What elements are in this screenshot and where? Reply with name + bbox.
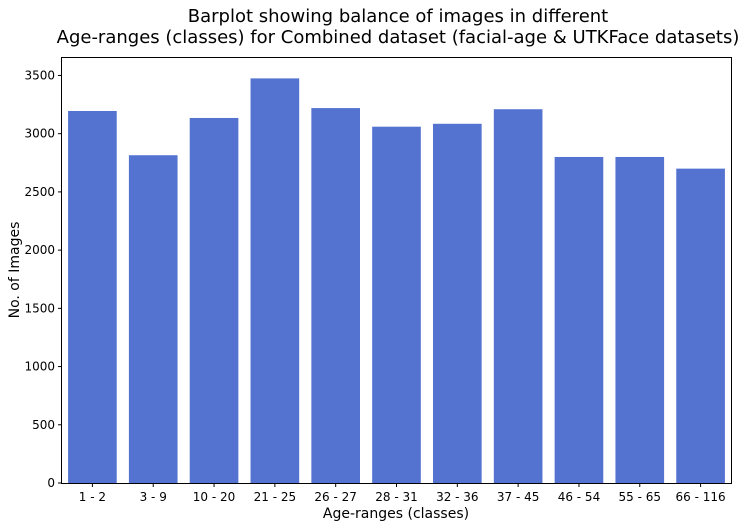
x-tick-label: 66 - 116 bbox=[676, 490, 726, 504]
y-tick-label: 2500 bbox=[24, 185, 55, 199]
bars bbox=[68, 78, 725, 484]
x-axis-ticks: 1 - 2 3 - 9 10 - 20 21 - 25 26 - 27 28 - 31 32… bbox=[79, 483, 726, 504]
y-tick-label: 2000 bbox=[24, 243, 55, 257]
bar-3 bbox=[250, 78, 300, 483]
y-tick-label: 3000 bbox=[24, 127, 55, 141]
bar-5 bbox=[372, 126, 421, 483]
x-tick-label: 55 - 65 bbox=[619, 490, 662, 504]
x-tick-label: 46 - 54 bbox=[558, 490, 601, 504]
chart-title-line-2: Age-ranges (classes) for Combined datase… bbox=[57, 27, 740, 48]
x-tick-label: 10 - 20 bbox=[193, 490, 236, 504]
bar-8 bbox=[554, 156, 604, 483]
y-tick-label: 1500 bbox=[24, 301, 55, 315]
y-axis-label: No. of Images bbox=[7, 222, 23, 319]
bar-1 bbox=[128, 155, 178, 484]
bar-6 bbox=[432, 123, 482, 483]
y-tick-label: 0 bbox=[47, 476, 55, 490]
x-tick-label: 1 - 2 bbox=[79, 490, 106, 504]
plot-frame bbox=[61, 57, 732, 484]
x-tick-label: 28 - 31 bbox=[375, 490, 418, 504]
bar-10 bbox=[676, 168, 725, 483]
x-tick-label: 21 - 25 bbox=[254, 490, 297, 504]
bar-4 bbox=[311, 108, 360, 483]
x-tick-label: 26 - 27 bbox=[314, 490, 357, 504]
bar-9 bbox=[615, 156, 665, 483]
chart-title-line-1: Barplot showing balance of images in dif… bbox=[188, 6, 608, 27]
bar-2 bbox=[189, 117, 239, 483]
y-axis-ticks: 0 500 1000 1500 2000 2500 3000 3500 bbox=[24, 68, 62, 490]
y-tick-label: 1000 bbox=[24, 360, 55, 374]
x-tick-label: 37 - 45 bbox=[497, 490, 540, 504]
y-tick-label: 500 bbox=[32, 418, 55, 432]
bar-7 bbox=[493, 109, 543, 483]
bar-0 bbox=[68, 110, 117, 483]
y-tick-label: 3500 bbox=[24, 68, 55, 82]
x-tick-label: 3 - 9 bbox=[140, 490, 167, 504]
x-tick-label: 32 - 36 bbox=[436, 490, 479, 504]
x-axis-label: Age-ranges (classes) bbox=[323, 506, 469, 522]
